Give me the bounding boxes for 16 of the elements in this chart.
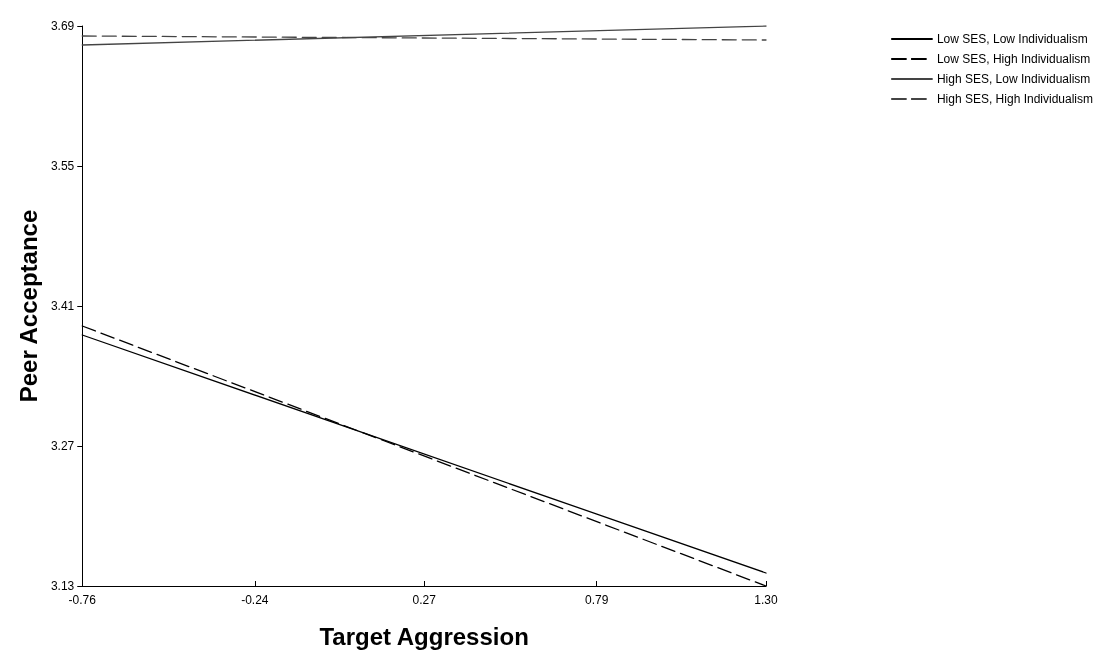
legend-label: Low SES, High Individualism [936, 52, 1091, 66]
y-tick-label: 3.13 [50, 579, 75, 593]
y-tick-label: 3.69 [50, 19, 75, 33]
y-tick-label: 3.55 [50, 159, 75, 173]
x-axis-title: Target Aggression [319, 622, 529, 650]
x-tick-label: 0.27 [412, 593, 437, 607]
y-tick-label: 3.41 [50, 299, 75, 313]
legend-label: High SES, Low Individualism [936, 72, 1091, 86]
legend-label: Low SES, Low Individualism [936, 32, 1088, 46]
legend-label: High SES, High Individualism [936, 92, 1094, 106]
x-tick-label: -0.24 [241, 593, 269, 607]
y-axis-title: Peer Acceptance [14, 209, 42, 403]
x-tick-label: 1.30 [754, 593, 778, 607]
y-tick-label: 3.27 [50, 439, 75, 453]
x-tick-label: 0.79 [585, 593, 609, 607]
x-tick-label: -0.76 [68, 593, 97, 607]
